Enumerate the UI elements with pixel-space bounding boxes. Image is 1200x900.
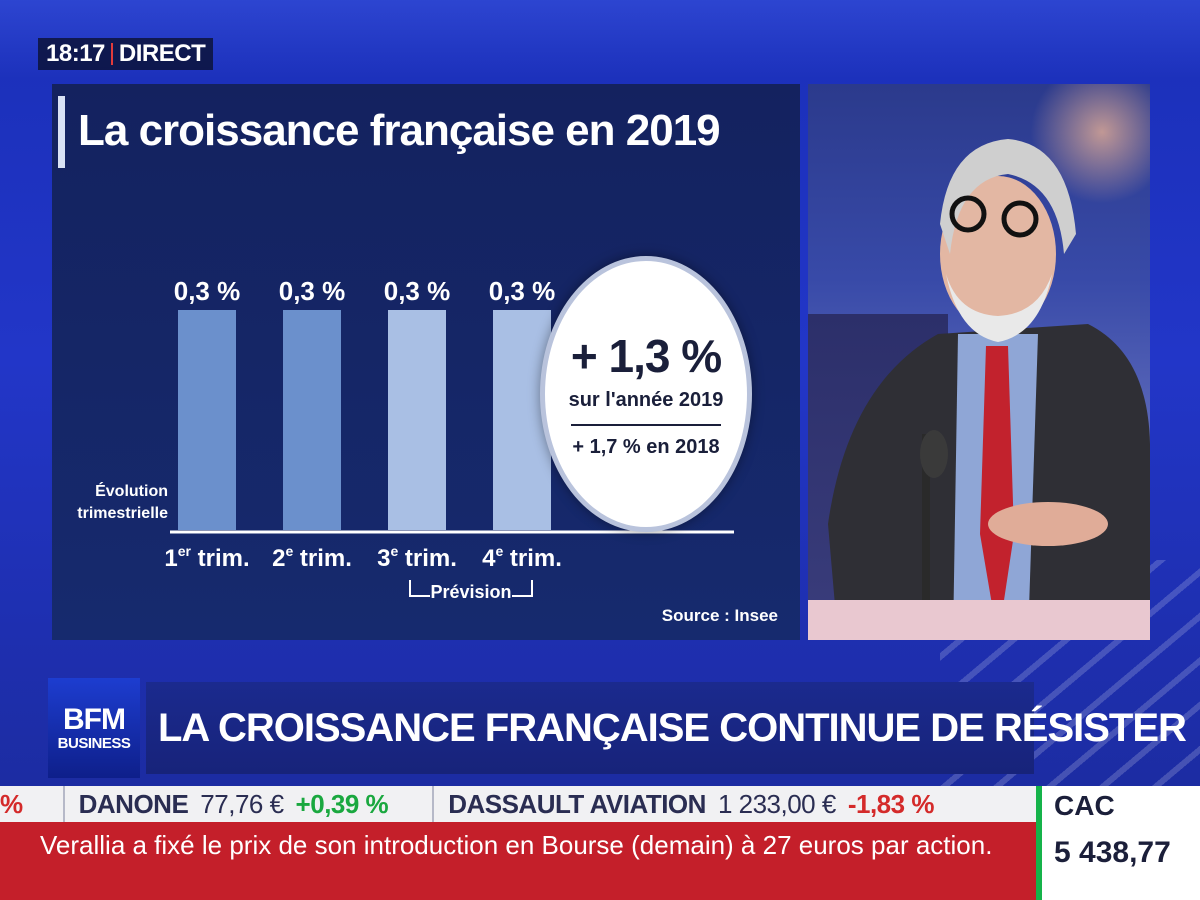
studio-desk [808, 600, 1150, 640]
stock-name: DANONE [78, 788, 189, 819]
bar-value-label: 0,3 % [489, 276, 556, 306]
badge-divider [110, 43, 113, 65]
forecast-bracket-right [512, 580, 533, 597]
market-index-box: CAC 5 438,77 [1036, 786, 1200, 900]
stock-price: 1 233,00 € [717, 788, 836, 819]
news-text: Verallia a fixé le prix de son introduct… [40, 830, 993, 860]
annual-growth-callout: + 1,3 % sur l'année 2019 + 1,7 % en 2018 [540, 256, 752, 532]
stock-change: -1,83 % [847, 788, 935, 819]
x-tick-label: 2e trim. [272, 543, 352, 572]
presenter-figure [828, 139, 1150, 640]
index-name: CAC [1054, 790, 1115, 821]
x-tick-label: 4e trim. [482, 543, 562, 572]
y-caption-line2: trimestrielle [77, 505, 168, 522]
channel-logo: BFM BUSINESS [48, 678, 140, 778]
stock-ticker: % DANONE 77,76 € +0,39 % DASSAULT AVIATI… [0, 786, 1036, 822]
broadcast-time: 18:17 [46, 40, 105, 67]
forecast-bracket-left [409, 580, 430, 597]
news-crawl: Verallia a fixé le prix de son introduct… [0, 822, 1036, 900]
index-value: 5 438,77 [1054, 836, 1171, 869]
stock-price: 77,76 € [200, 788, 284, 819]
microphone-stand [922, 434, 930, 640]
ticker-edge-pct: % [0, 788, 23, 819]
callout-divider [571, 424, 721, 426]
microphone [920, 430, 948, 478]
ticker-divider [432, 786, 435, 822]
forecast-label: Prévision [430, 582, 511, 602]
y-caption-line1: Évolution [95, 481, 168, 500]
source-label: Source : Insee [661, 606, 778, 625]
live-time-badge: 18:17 DIRECT [38, 38, 214, 70]
stock-name: DASSAULT AVIATION [448, 788, 706, 819]
headline-banner: LA CROISSANCE FRANÇAISE CONTINUE DE RÉSI… [146, 682, 1187, 774]
bar-value-label: 0,3 % [384, 276, 451, 306]
chart-panel: La croissance française en 2019 Évolutio… [52, 84, 800, 640]
bar-value-label: 0,3 % [174, 276, 241, 306]
bar-q1 [178, 310, 236, 530]
x-tick-label: 3e trim. [377, 543, 457, 572]
annual-growth-caption: sur l'année 2019 [568, 389, 724, 411]
stock-change: +0,39 % [295, 788, 389, 819]
presenter-video [808, 84, 1150, 640]
glasses-left [949, 195, 987, 233]
bar-q3 [388, 310, 446, 530]
previous-year-growth: + 1,7 % en 2018 [572, 436, 720, 458]
beard [946, 274, 1052, 342]
live-label: DIRECT [118, 40, 206, 67]
bars-group: 0,3 % 1er trim. 0,3 % 2e trim. 0,3 % 3e trim.… [164, 276, 562, 572]
tie [980, 346, 1014, 640]
annual-growth-value: + 1,3 % [570, 330, 722, 382]
x-tick-label: 1er trim. [164, 543, 249, 572]
hand [988, 502, 1108, 546]
channel-logo-top: BFM [63, 702, 126, 736]
bar-chart: Évolution trimestrielle Prévision 0,3 % 1… [77, 276, 734, 602]
hair [940, 139, 1076, 254]
headline-text: LA CROISSANCE FRANÇAISE CONTINUE DE RÉSI… [158, 705, 1187, 750]
bar-q2 [283, 310, 341, 530]
ticker-divider [62, 786, 65, 822]
chart-title: La croissance française en 2019 [78, 106, 721, 155]
title-accent-bar [58, 96, 65, 168]
face [940, 176, 1056, 332]
bar-value-label: 0,3 % [279, 276, 346, 306]
glasses-right [1001, 200, 1039, 238]
channel-logo-bottom: BUSINESS [57, 734, 131, 752]
